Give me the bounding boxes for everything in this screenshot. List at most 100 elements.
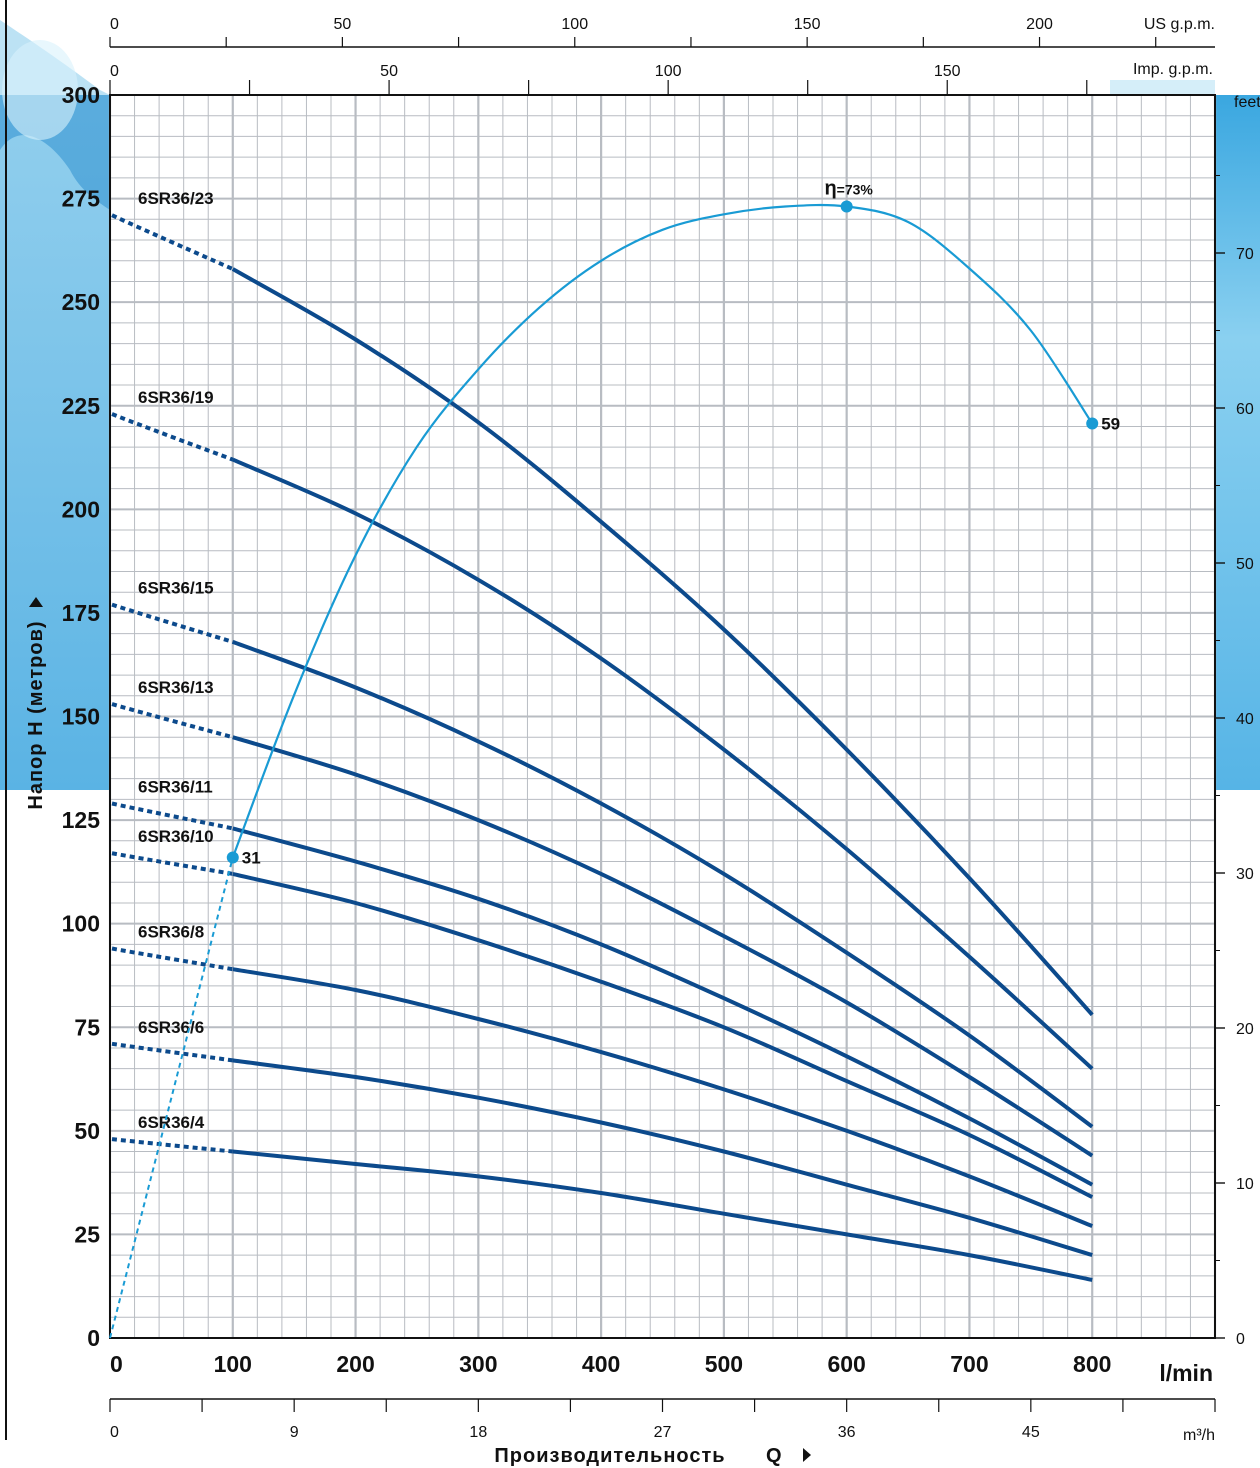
y-tick-label: 275 [62,186,101,212]
x-tick-label: 600 [827,1351,865,1377]
efficiency-point-label: 59 [1101,415,1120,434]
pump-curve-6SR36-15: 6SR36/15 [111,579,1094,1129]
x-axis-title-text: Производительность [494,1445,725,1467]
pump-curve-solid [231,457,1094,1071]
x-tick-label: 100 [214,1351,252,1377]
imp-gpm-tick-label: 50 [380,63,398,80]
feet-tick-label: 10 [1236,1176,1254,1193]
us-gpm-tick-label: 200 [1026,16,1053,33]
imp-gpm-tick-label: 0 [110,63,119,80]
efficiency-curve [231,203,1094,858]
m3h-tick-label: 18 [469,1424,487,1441]
efficiency-curve-group: 31 η=73% 59 [109,178,1120,1339]
pump-curve-solid [232,967,1093,1228]
pump-curve-label: 6SR36/15 [138,579,214,598]
pump-curve-6SR36-23: 6SR36/23 [111,189,1094,1017]
feet-tick-label: 70 [1236,246,1254,263]
feet-tick-label: 60 [1236,401,1254,418]
us-gpm-tick-label: 100 [561,16,588,33]
x-axis-ticks: 0 100 200 300 400 500 600 700 800 [110,1351,1111,1377]
efficiency-point [1086,417,1099,430]
feet-tick-label: 20 [1236,1021,1254,1038]
pump-curve-solid [232,871,1094,1199]
pump-curve-label: 6SR36/13 [138,678,214,697]
y-tick-label: 225 [62,393,101,419]
us-gpm-axis-label: US g.p.m. [1144,16,1215,33]
y-tick-label: 0 [87,1325,100,1351]
pump-curve-label: 6SR36/10 [138,827,214,846]
pump-curve-label: 6SR36/8 [138,923,204,942]
feet-tick-label: 50 [1236,556,1254,573]
m3h-tick-label: 36 [838,1424,856,1441]
pump-curve-label: 6SR36/11 [138,778,213,797]
pump-curve-dotted [111,213,234,271]
x-unit-label: l/min [1159,1360,1213,1386]
m3h-axis: 0 9 18 27 36 45 m³/h [109,1398,1216,1444]
plot-frame [109,94,1216,1339]
y-axis-ticks: 0 25 50 75 100 125 150 175 200 225 250 275 300 [62,82,101,1351]
x-tick-label: 400 [582,1351,620,1377]
y-tick-label: 150 [62,704,100,730]
efficiency-peak-label: η=73% [824,178,873,200]
us-gpm-tick-label: 0 [110,16,119,33]
m3h-tick-label: 27 [654,1424,672,1441]
pump-curve-6SR36-11: 6SR36/11 [111,778,1094,1187]
x-axis-symbol: Q [766,1445,783,1467]
pump-curve-dotted [111,412,234,462]
us-gpm-axis: 0 50 100 150 200 US g.p.m. [109,16,1215,48]
pump-curve-6SR36-4: 6SR36/4 [111,1113,1093,1282]
efficiency-point-label: 31 [242,849,261,868]
pump-curve-6SR36-19: 6SR36/19 [111,388,1094,1071]
m3h-tick-label: 45 [1022,1424,1040,1441]
pump-curve-solid [232,1058,1093,1258]
pump-curve-label: 6SR36/23 [138,189,214,208]
imp-gpm-axis: 0 50 100 150 Imp. g.p.m. [109,61,1213,95]
pump-curve-solid [232,640,1094,1129]
x-tick-label: 0 [110,1351,123,1377]
y-axis-arrow-icon [29,597,43,607]
x-tick-label: 300 [459,1351,497,1377]
pump-curves: 6SR36/23 6SR36/19 6SR36/15 6SR36/13 6SR36/11… [111,189,1094,1282]
pump-curve-dotted [111,1137,233,1154]
y-tick-label: 300 [62,82,100,108]
imp-gpm-tick-label: 150 [934,63,961,80]
y-axis-title-text: Напор H (метров) [25,620,47,809]
x-tick-label: 500 [705,1351,743,1377]
x-tick-label: 700 [950,1351,988,1377]
y-axis-title: Напор H (метров) [25,597,47,810]
pump-curve-dotted [111,602,234,644]
pump-curve-6SR36-10: 6SR36/10 [111,827,1094,1199]
m3h-tick-label: 0 [110,1424,119,1441]
x-tick-label: 800 [1073,1351,1111,1377]
feet-tick-label: 40 [1236,711,1254,728]
m3h-tick-label: 9 [290,1424,299,1441]
pump-curve-6SR36-13: 6SR36/13 [111,678,1094,1158]
us-gpm-tick-label: 50 [333,16,351,33]
pump-curve-solid [232,1149,1093,1282]
y-tick-label: 100 [62,911,100,937]
imp-gpm-tick-label: 100 [655,63,682,80]
x-axis-arrow-icon [803,1448,811,1462]
y-tick-label: 125 [62,807,101,833]
pump-curve-label: 6SR36/19 [138,388,214,407]
y-tick-label: 25 [74,1221,100,1247]
us-gpm-tick-label: 150 [794,16,821,33]
feet-axis-label: feet [1234,94,1260,111]
pump-curve-solid [232,826,1094,1187]
feet-axis: 0 10 20 30 40 50 60 70 feet [1215,94,1260,1348]
pump-curve-dotted [111,702,234,740]
water-background-left [0,20,110,790]
y-tick-label: 175 [62,600,101,626]
m3h-axis-label: m³/h [1183,1427,1215,1444]
y-tick-label: 50 [74,1118,100,1144]
efficiency-point [226,851,239,864]
pump-curve-solid [231,267,1094,1017]
pump-curve-label: 6SR36/6 [138,1018,204,1037]
efficiency-curve-dashed [109,857,234,1339]
y-tick-label: 75 [74,1014,100,1040]
pump-curve-label: 6SR36/4 [138,1113,205,1132]
pump-curve-6SR36-8: 6SR36/8 [111,923,1093,1228]
y-tick-label: 200 [62,496,100,522]
imp-gpm-axis-label: Imp. g.p.m. [1133,61,1213,78]
